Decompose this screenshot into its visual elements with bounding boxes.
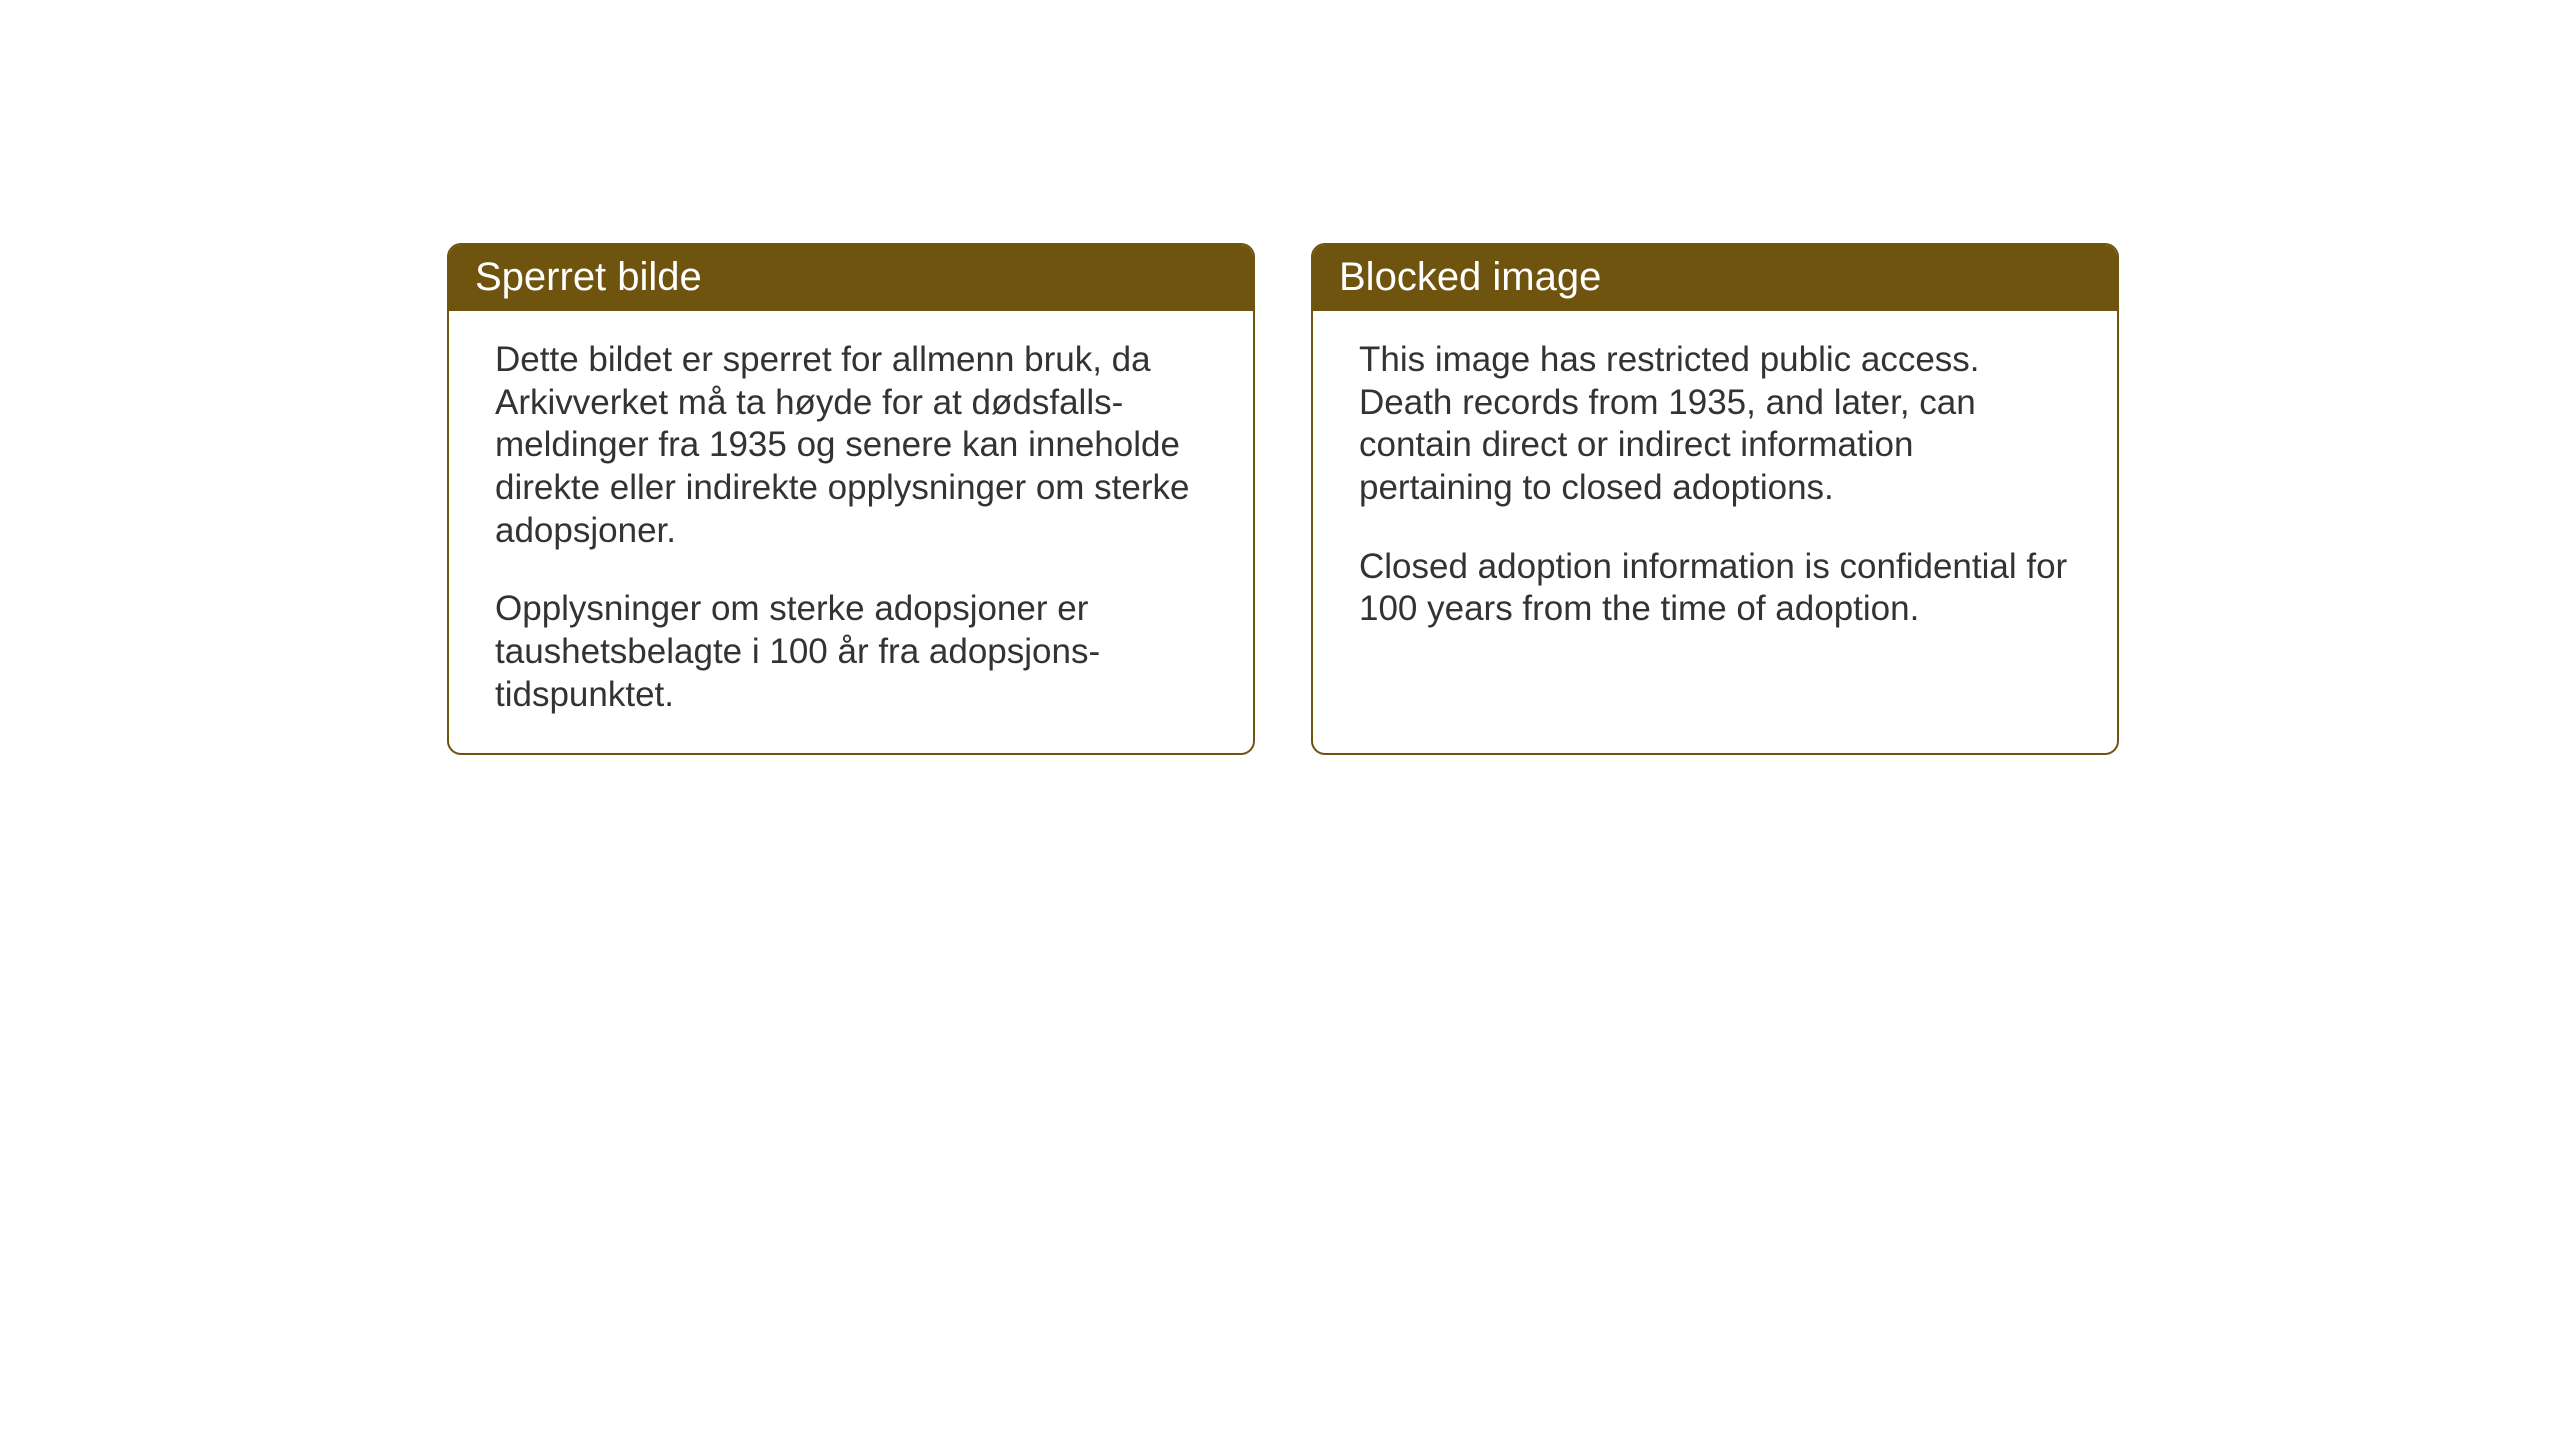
card-para2-english: Closed adoption information is confident… [1359, 546, 2075, 631]
card-norwegian: Sperret bilde Dette bildet er sperret fo… [447, 243, 1255, 755]
card-container: Sperret bilde Dette bildet er sperret fo… [447, 243, 2119, 755]
card-header-english: Blocked image [1313, 245, 2117, 311]
card-body-english: This image has restricted public access.… [1313, 311, 2117, 667]
card-body-norwegian: Dette bildet er sperret for allmenn bruk… [449, 311, 1253, 753]
card-para1-english: This image has restricted public access.… [1359, 339, 2075, 510]
card-para2-norwegian: Opplysninger om sterke adopsjoner er tau… [495, 588, 1211, 716]
card-english: Blocked image This image has restricted … [1311, 243, 2119, 755]
card-para1-norwegian: Dette bildet er sperret for allmenn bruk… [495, 339, 1211, 552]
card-header-norwegian: Sperret bilde [449, 245, 1253, 311]
card-title-english: Blocked image [1339, 255, 1601, 299]
card-title-norwegian: Sperret bilde [475, 255, 702, 299]
